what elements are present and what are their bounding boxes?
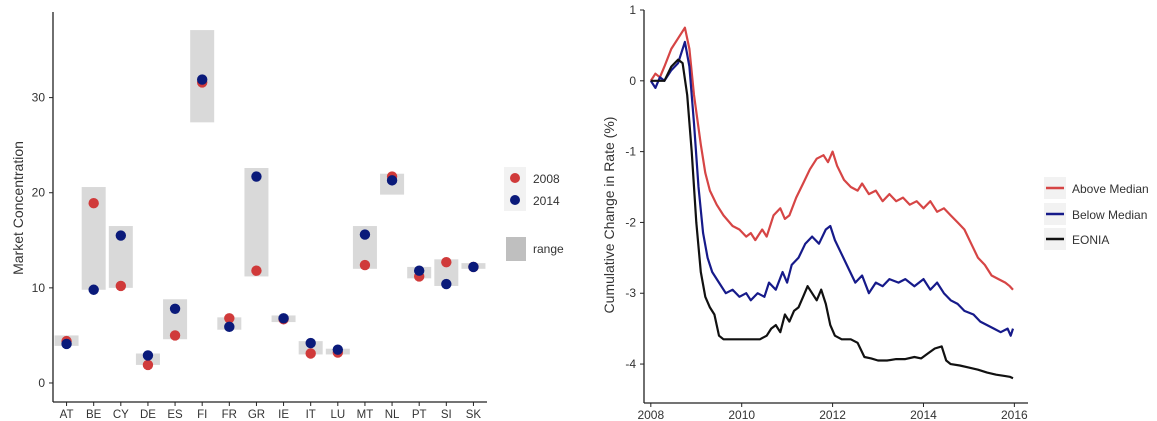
line-above-median [649,26,1014,291]
point-2008-fr [224,313,235,324]
point-2014-nl [386,175,398,186]
x-tick-label-pt: PT [412,409,427,421]
rate-change-chart: 1 0 -1 -2 -3 -4 2008 2010 2012 2014 2016 Cumulati… [601,3,1149,421]
legend-label-below-median: Below Median [1072,208,1147,222]
x-tick-label-2010: 2010 [728,408,755,421]
x-tick-label-be: BE [86,409,102,421]
y-tick-label: 10 [32,281,46,295]
point-2008-be [88,197,99,209]
point-2014-be [88,284,99,295]
x-tick-label-fi: FI [197,409,207,421]
legend-dot-2008 [510,173,520,183]
point-2008-mt [359,259,371,271]
x-tick-label-2008: 2008 [637,408,664,421]
point-2014-pt [413,265,425,276]
point-2008-gr [251,265,262,276]
point-2014-at [61,338,72,350]
x-tick-label-mt: MT [357,409,374,421]
y-tick-label: -1 [625,145,636,159]
legend-label-range: range [533,242,564,256]
x-tick-label-gr: GR [248,409,265,421]
x-tick-label-sk: SK [466,409,482,421]
point-2008-si [441,256,452,268]
x-tick-label-es: ES [167,409,183,421]
y-axis-label: Cumulative Change in Rate (%) [601,117,617,314]
point-2014-es [169,303,181,314]
x-tick-label-at: AT [60,409,74,421]
y-tick-label: -2 [625,215,636,229]
x-tick-label-de: DE [140,409,156,421]
point-2014-lu [332,344,344,355]
x-tick-label-ie: IE [278,409,289,421]
data-points [61,74,479,371]
x-tick-label-2016: 2016 [1001,408,1028,421]
x-tick-label-lu: LU [330,409,345,421]
y-axis-label: Market Concentration [10,141,26,275]
y-tick-label: 1 [629,3,636,17]
y-tick-label: 0 [38,376,45,390]
x-tick-label-fr: FR [222,409,237,421]
legend-label-2014: 2014 [533,194,560,208]
x-tick-label-cy: CY [113,409,129,421]
y-tick-label: 30 [32,91,46,105]
x-ticks: 2008 2010 2012 2014 2016 [637,403,1028,421]
point-2008-cy [115,280,127,292]
x-tick-label-2012: 2012 [819,408,846,421]
point-2008-es [169,330,181,341]
point-2008-de [142,359,154,371]
y-tick-label: -4 [625,357,636,371]
point-2014-si [441,278,452,290]
range-bars [54,30,486,365]
point-2014-fr [224,321,235,333]
line-below-median [649,40,1015,337]
x-tick-label-si: SI [441,409,452,421]
point-2014-gr [251,171,262,182]
line-eonia [650,58,1014,380]
legend-dot-2014 [510,195,520,205]
point-2014-cy [115,230,127,241]
y-ticks: 0 10 20 30 [32,91,53,390]
point-2014-ie [278,313,289,324]
x-tick-label-nl: NL [385,409,400,421]
y-tick-label: -3 [625,286,636,300]
legend-label-eonia: EONIA [1072,233,1109,247]
x-tick-label-it: IT [306,409,316,421]
series-lines [649,26,1015,380]
x-tick-label-2014: 2014 [910,408,937,421]
legend-key-range [506,237,526,261]
legend: Above Median Below Median EONIA [1044,177,1149,250]
range-bar-gr [244,168,269,277]
y-ticks: 1 0 -1 -2 -3 -4 [625,3,644,371]
legend-label-above-median: Above Median [1072,182,1149,196]
point-2014-mt [359,229,371,240]
point-2014-sk [468,261,479,273]
market-concentration-chart: 0 10 20 30 AT BE CY DE ES FI FR GR IE IT LU MT NL PT SI SK… [10,12,564,421]
x-ticks: AT BE CY DE ES FI FR GR IE IT LU MT NL PT SI SK [60,402,482,421]
point-2014-de [142,350,154,361]
legend-label-2008: 2008 [533,172,560,186]
point-2008-it [305,348,316,359]
y-tick-label: 20 [32,186,46,200]
point-2014-it [305,337,316,349]
y-tick-label: 0 [629,74,636,88]
legend: 2008 2014 range [504,167,564,261]
point-2014-fi [196,74,208,85]
